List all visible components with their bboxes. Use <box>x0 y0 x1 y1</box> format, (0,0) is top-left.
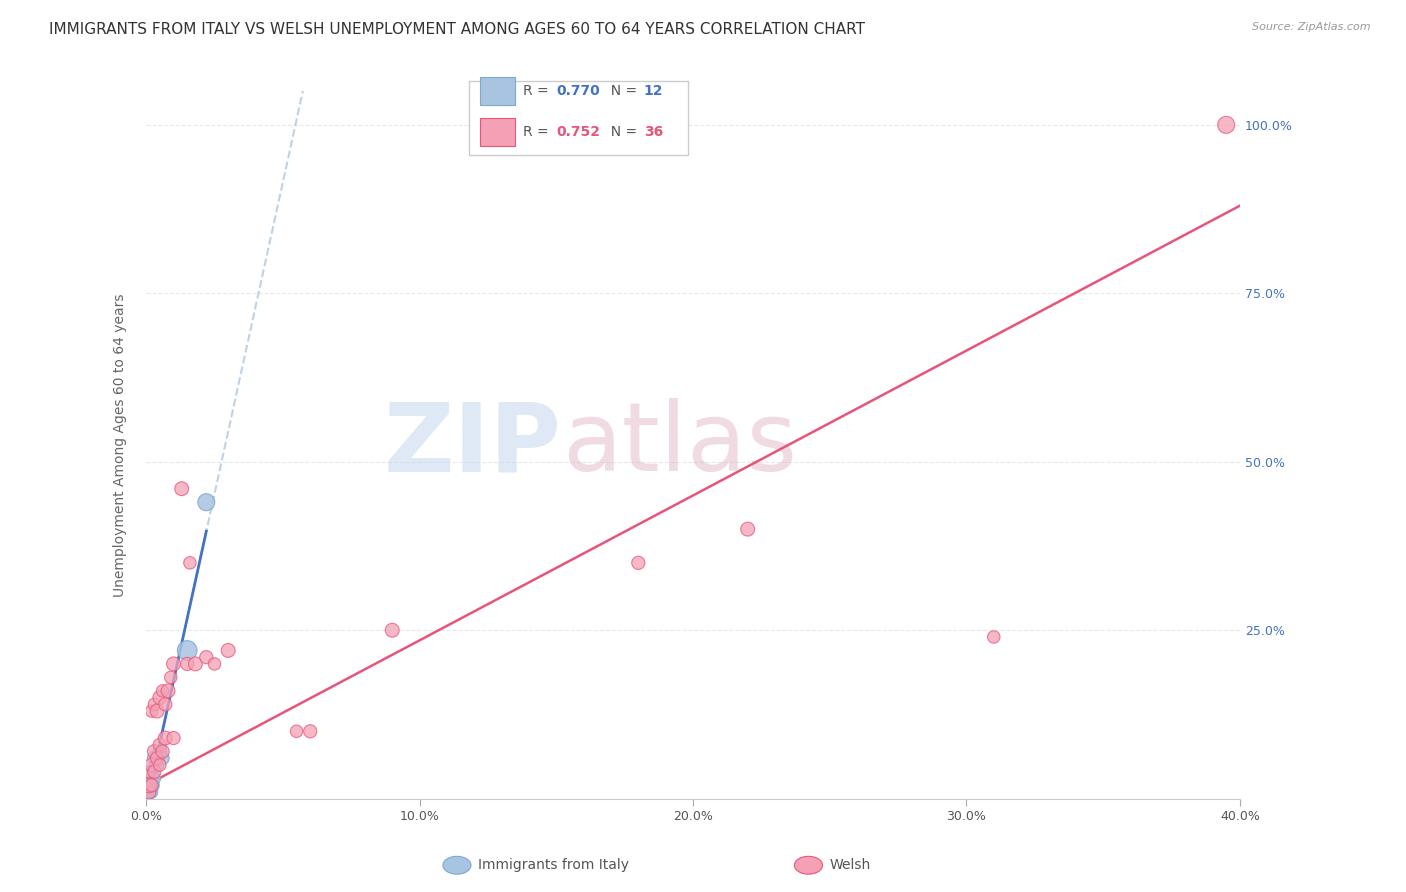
FancyBboxPatch shape <box>468 80 688 155</box>
Point <box>204 657 226 671</box>
Text: 36: 36 <box>644 125 664 139</box>
Point <box>381 624 404 638</box>
Point <box>162 731 184 745</box>
Point <box>157 684 180 698</box>
Text: 0.770: 0.770 <box>557 84 600 98</box>
Point <box>737 522 759 536</box>
Point <box>195 495 218 509</box>
Point <box>152 684 174 698</box>
Point <box>149 690 172 705</box>
Point <box>143 698 166 712</box>
Point <box>170 482 193 496</box>
Point <box>179 556 201 570</box>
Point <box>138 764 160 779</box>
Point <box>138 785 160 799</box>
Text: R =: R = <box>523 125 554 139</box>
Point <box>983 630 1005 644</box>
Point <box>146 758 169 772</box>
Point <box>141 785 163 799</box>
Point <box>143 764 166 779</box>
Text: atlas: atlas <box>562 399 797 491</box>
Text: R =: R = <box>523 84 554 98</box>
Point <box>143 772 166 786</box>
Point <box>299 724 322 739</box>
Point <box>146 704 169 718</box>
Y-axis label: Unemployment Among Ages 60 to 64 years: Unemployment Among Ages 60 to 64 years <box>114 293 128 597</box>
Point <box>1215 118 1237 132</box>
Point <box>155 698 177 712</box>
Point <box>152 744 174 758</box>
Point <box>138 778 160 792</box>
Text: ZIP: ZIP <box>384 399 562 491</box>
Point <box>152 751 174 765</box>
Point <box>176 657 198 671</box>
Text: N =: N = <box>602 125 641 139</box>
Point <box>176 643 198 657</box>
Point <box>285 724 308 739</box>
Point <box>146 751 169 765</box>
Point <box>141 764 163 779</box>
Point <box>141 778 163 792</box>
Point <box>138 778 160 792</box>
Point <box>149 744 172 758</box>
Point <box>217 643 239 657</box>
Point <box>149 758 172 772</box>
Point <box>184 657 207 671</box>
Point <box>141 704 163 718</box>
Point <box>627 556 650 570</box>
Point <box>159 670 181 684</box>
Text: Immigrants from Italy: Immigrants from Italy <box>478 858 628 872</box>
Point <box>162 657 184 671</box>
Point <box>195 650 218 665</box>
Text: N =: N = <box>602 84 641 98</box>
Text: IMMIGRANTS FROM ITALY VS WELSH UNEMPLOYMENT AMONG AGES 60 TO 64 YEARS CORRELATIO: IMMIGRANTS FROM ITALY VS WELSH UNEMPLOYM… <box>49 22 865 37</box>
Point <box>155 731 177 745</box>
Point <box>143 744 166 758</box>
Point <box>141 758 163 772</box>
Point <box>138 785 160 799</box>
Point <box>143 751 166 765</box>
Bar <box>479 77 515 105</box>
Text: 12: 12 <box>644 84 664 98</box>
Point <box>149 738 172 752</box>
Text: Source: ZipAtlas.com: Source: ZipAtlas.com <box>1253 22 1371 32</box>
Point <box>141 778 163 792</box>
Text: Welsh: Welsh <box>830 858 870 872</box>
Bar <box>479 118 515 146</box>
Text: 0.752: 0.752 <box>557 125 600 139</box>
